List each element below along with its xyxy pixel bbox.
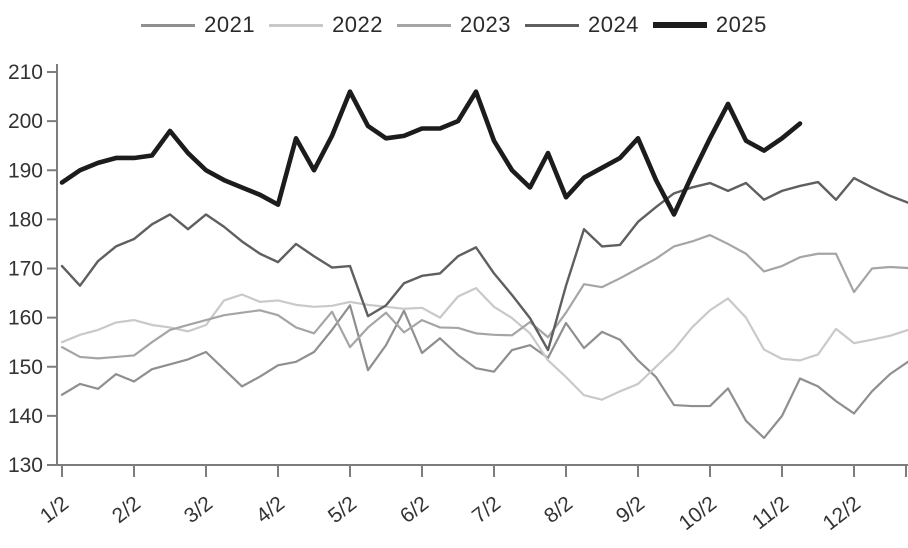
y-axis-label-140: 140 — [8, 405, 43, 428]
legend-item-2022: 2022 — [269, 12, 383, 38]
y-axis-label-160: 160 — [8, 307, 43, 330]
legend-item-2024: 2024 — [524, 12, 639, 38]
x-axis-label-7/2: 7/2 — [468, 492, 505, 528]
y-axis-label-200: 200 — [8, 110, 43, 133]
legend-swatch-2025 — [652, 22, 707, 28]
x-axis-label-10/2: 10/2 — [675, 492, 721, 535]
legend-swatch-2021 — [141, 23, 196, 27]
series-line-2021 — [60, 304, 908, 440]
legend-item-2025: 2025 — [652, 12, 767, 38]
legend-swatch-2024 — [524, 23, 579, 27]
legend-label-2025: 2025 — [715, 12, 767, 37]
y-axis-label-210: 210 — [8, 61, 43, 84]
y-axis-label-190: 190 — [8, 159, 43, 182]
x-axis-label-4/2: 4/2 — [252, 492, 289, 528]
x-axis-label-8/2: 8/2 — [540, 492, 577, 528]
x-axis-label-12/2: 12/2 — [819, 492, 865, 535]
legend-swatch-2022 — [269, 23, 324, 27]
y-axis-label-170: 170 — [8, 258, 43, 281]
legend-label-2021: 2021 — [204, 12, 256, 37]
legend-label-2023: 2023 — [460, 12, 511, 37]
x-axis-label-1/2: 1/2 — [36, 492, 73, 528]
legend-swatch-2023 — [397, 23, 452, 27]
series-line-2025 — [59, 89, 803, 217]
y-axis-label-150: 150 — [8, 356, 43, 379]
y-axis-label-130: 130 — [8, 454, 43, 477]
legend-label-2022: 2022 — [332, 12, 384, 37]
legend-item-2021: 2021 — [141, 12, 255, 38]
y-axis-label-180: 180 — [8, 208, 43, 231]
series-line-2023 — [60, 233, 908, 360]
x-axis-label-5/2: 5/2 — [324, 492, 361, 528]
x-axis-label-2/2: 2/2 — [108, 492, 145, 528]
legend-label-2024: 2024 — [587, 12, 639, 37]
x-axis-label-3/2: 3/2 — [180, 492, 217, 528]
x-axis-label-9/2: 9/2 — [612, 492, 649, 528]
x-axis-label-6/2: 6/2 — [396, 492, 433, 528]
chart-legend: 2021 2022 2023 2024 2025 — [0, 12, 908, 38]
legend-item-2023: 2023 — [397, 12, 511, 38]
series-line-2024 — [60, 176, 908, 352]
series-line-2022 — [60, 287, 908, 401]
x-axis-label-11/2: 11/2 — [748, 492, 793, 534]
